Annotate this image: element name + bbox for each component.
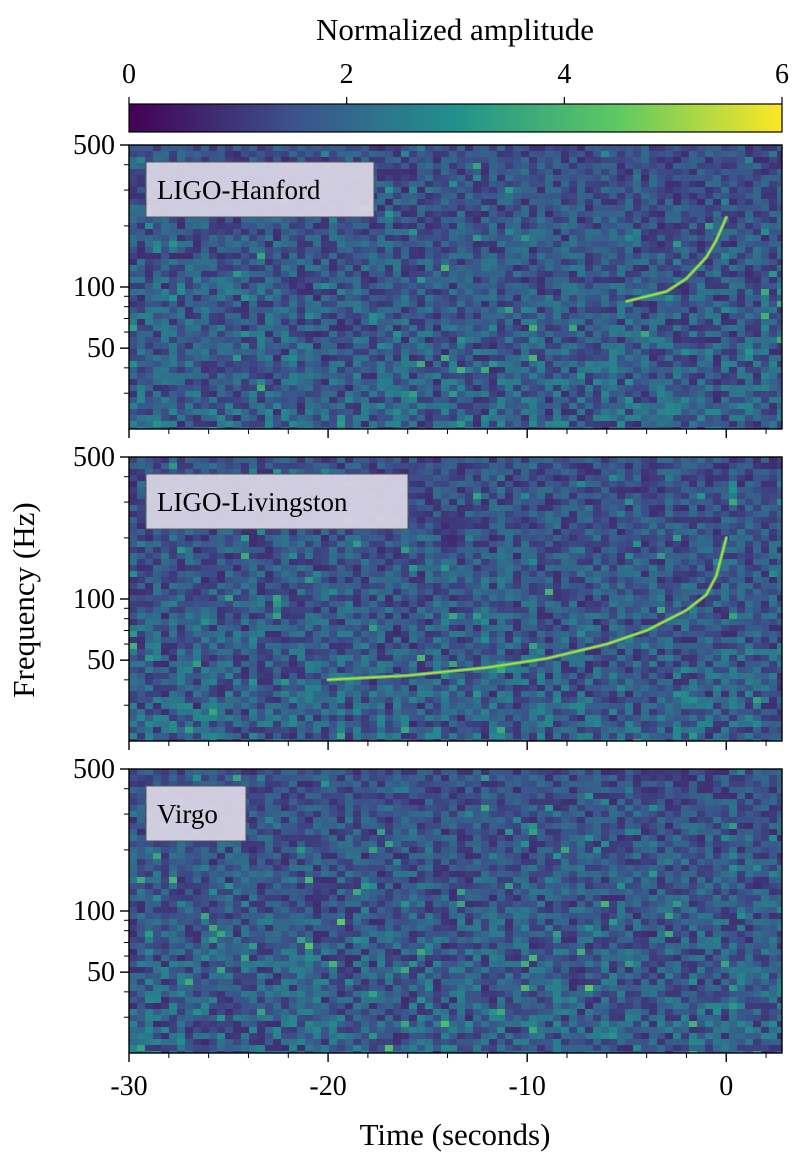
x-tick-labels: -30 -20 -10 0 xyxy=(110,1071,733,1102)
spectrogram-noise xyxy=(129,769,782,1053)
y-tick-label: 500 xyxy=(73,130,115,161)
detector-label-box xyxy=(145,785,247,842)
panel-ligo-hanford: 500 100 50 LIGO-Hanford xyxy=(73,130,783,438)
spectrogram-panels: 500 100 50 LIGO-Hanford 500 100 50 LIGO-Livings… xyxy=(73,130,783,1062)
y-tick-label: 100 xyxy=(73,584,115,615)
panel-virgo: 500 100 50 Virgo xyxy=(73,754,783,1062)
x-tick-label: -10 xyxy=(509,1071,546,1102)
x-tick-label: 0 xyxy=(719,1071,733,1102)
detector-label-box xyxy=(145,473,409,530)
y-tick-label: 100 xyxy=(73,896,115,927)
colorbar-ticks: 0 2 4 6 xyxy=(122,59,789,104)
colorbar-tick-label: 6 xyxy=(775,59,789,90)
y-tick-label: 100 xyxy=(73,272,115,303)
detector-label: LIGO-Hanford xyxy=(157,175,321,205)
detector-label: LIGO-Livingston xyxy=(157,487,348,517)
y-tick-label: 500 xyxy=(73,442,115,473)
x-tick-label: -30 xyxy=(110,1071,147,1102)
detector-label-box xyxy=(145,161,375,218)
x-axis-label: Time (seconds) xyxy=(360,1117,551,1152)
x-tick-label: -20 xyxy=(309,1071,346,1102)
y-tick-label: 50 xyxy=(87,645,115,676)
colorbar xyxy=(128,103,783,133)
y-tick-label: 50 xyxy=(87,333,115,364)
colorbar-tick-label: 2 xyxy=(340,59,354,90)
y-tick-label: 500 xyxy=(73,754,115,785)
y-tick-label: 50 xyxy=(87,957,115,988)
chirp-track-core xyxy=(327,537,728,681)
colorbar-tick-label: 4 xyxy=(557,59,571,90)
chirp-track-core xyxy=(625,216,728,303)
colorbar-title: Normalized amplitude xyxy=(316,12,594,47)
panel-ligo-livingston: 500 100 50 LIGO-Livingston xyxy=(73,442,783,750)
detector-label: Virgo xyxy=(157,799,218,829)
colorbar-tick-label: 0 xyxy=(122,59,136,90)
y-axis-label: Frequency (Hz) xyxy=(6,502,41,697)
